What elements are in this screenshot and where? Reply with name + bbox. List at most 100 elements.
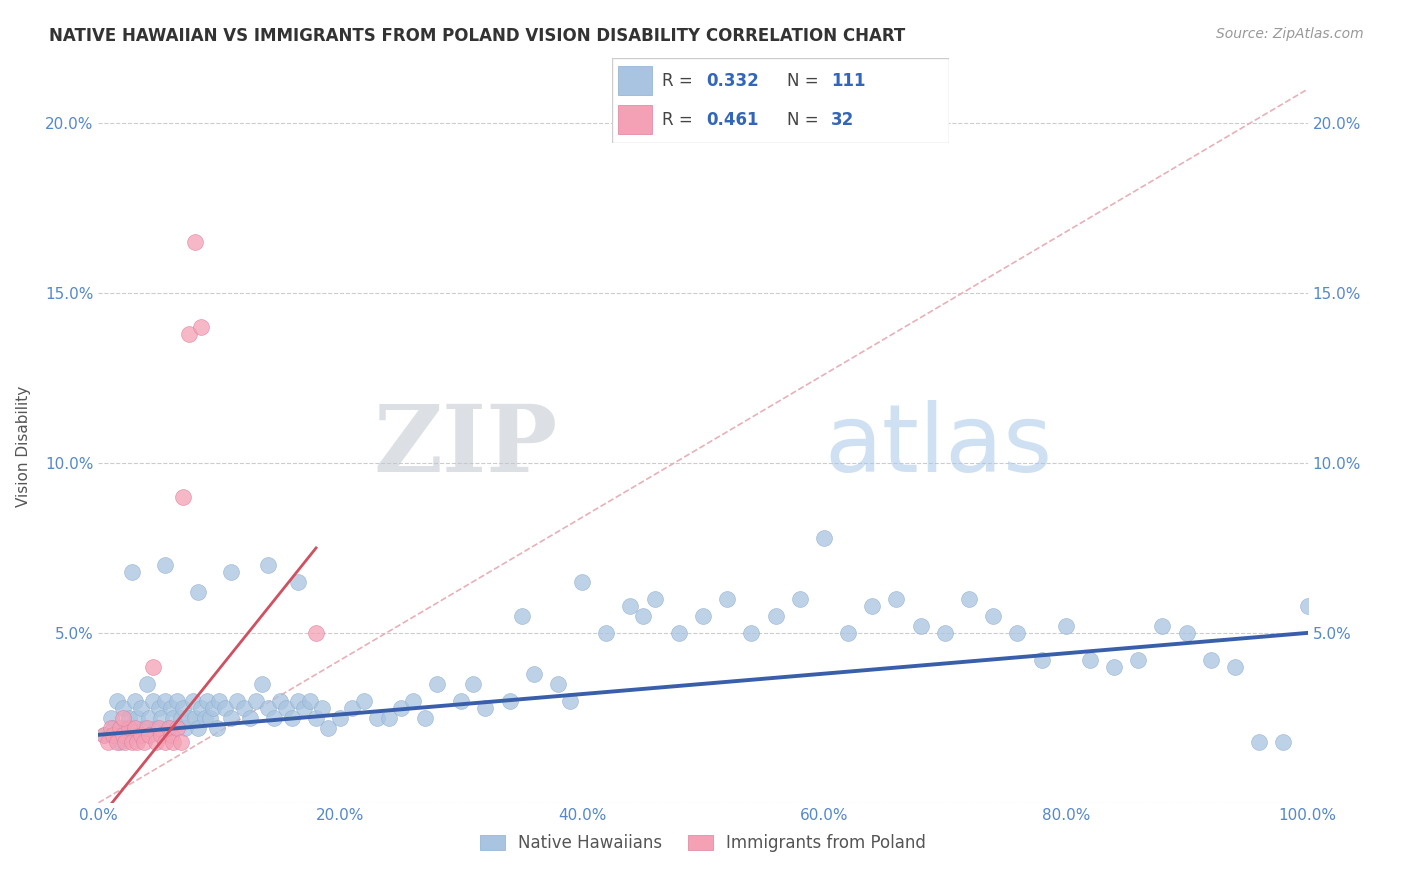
FancyBboxPatch shape bbox=[619, 67, 652, 95]
Point bbox=[166, 694, 188, 708]
Text: Source: ZipAtlas.com: Source: ZipAtlas.com bbox=[1216, 27, 1364, 41]
Point bbox=[208, 694, 231, 708]
Point bbox=[274, 700, 297, 714]
Point bbox=[138, 728, 160, 742]
Text: ZIP: ZIP bbox=[374, 401, 558, 491]
Point bbox=[311, 700, 333, 714]
Point bbox=[153, 694, 176, 708]
Text: R =: R = bbox=[662, 72, 699, 90]
Point bbox=[740, 626, 762, 640]
Point bbox=[166, 721, 188, 735]
Point bbox=[160, 700, 183, 714]
Point bbox=[316, 721, 339, 735]
Point bbox=[145, 734, 167, 748]
Point bbox=[108, 734, 131, 748]
Point bbox=[644, 591, 666, 606]
Point bbox=[169, 734, 191, 748]
Point bbox=[1296, 599, 1319, 613]
Point bbox=[221, 711, 243, 725]
Point bbox=[124, 721, 146, 735]
Point bbox=[145, 721, 167, 735]
Point bbox=[523, 666, 546, 681]
Text: N =: N = bbox=[787, 72, 824, 90]
Point bbox=[402, 694, 425, 708]
Point bbox=[118, 721, 141, 735]
Point bbox=[256, 558, 278, 572]
Point bbox=[837, 626, 859, 640]
Point bbox=[157, 721, 180, 735]
Text: atlas: atlas bbox=[824, 400, 1052, 492]
Point bbox=[179, 711, 201, 725]
Point bbox=[174, 721, 197, 735]
Point bbox=[342, 700, 364, 714]
Point bbox=[150, 728, 173, 742]
Point bbox=[121, 734, 143, 748]
Point bbox=[114, 721, 136, 735]
Point bbox=[1199, 653, 1222, 667]
Point bbox=[187, 585, 209, 599]
Point bbox=[1102, 660, 1125, 674]
Point bbox=[105, 694, 128, 708]
Point bbox=[1078, 653, 1101, 667]
Point bbox=[135, 677, 157, 691]
Point bbox=[886, 591, 908, 606]
Point bbox=[413, 711, 436, 725]
Point bbox=[329, 711, 352, 725]
Point bbox=[366, 711, 388, 725]
Point bbox=[153, 558, 176, 572]
Point bbox=[108, 721, 131, 735]
Point bbox=[269, 694, 291, 708]
Point bbox=[305, 711, 328, 725]
Point bbox=[190, 700, 212, 714]
Point bbox=[389, 700, 412, 714]
Point bbox=[142, 694, 165, 708]
Point bbox=[138, 711, 160, 725]
Point bbox=[232, 700, 254, 714]
Point bbox=[250, 677, 273, 691]
Point bbox=[765, 608, 787, 623]
Point bbox=[194, 711, 217, 725]
Point bbox=[187, 721, 209, 735]
Point bbox=[179, 326, 201, 341]
Point bbox=[498, 694, 520, 708]
Point bbox=[190, 320, 212, 334]
Point bbox=[668, 626, 690, 640]
Text: R =: R = bbox=[662, 111, 699, 128]
Point bbox=[619, 599, 641, 613]
Point bbox=[1249, 734, 1271, 748]
Point bbox=[474, 700, 496, 714]
Point bbox=[142, 660, 165, 674]
Point bbox=[121, 728, 143, 742]
Point bbox=[127, 711, 149, 725]
Point bbox=[148, 700, 170, 714]
Point bbox=[1152, 619, 1174, 633]
Point bbox=[172, 490, 194, 504]
Y-axis label: Vision Disability: Vision Disability bbox=[17, 385, 31, 507]
Point bbox=[595, 626, 617, 640]
Point bbox=[202, 700, 225, 714]
Point bbox=[93, 728, 115, 742]
Point bbox=[353, 694, 375, 708]
Point bbox=[287, 694, 309, 708]
Text: NATIVE HAWAIIAN VS IMMIGRANTS FROM POLAND VISION DISABILITY CORRELATION CHART: NATIVE HAWAIIAN VS IMMIGRANTS FROM POLAN… bbox=[49, 27, 905, 45]
Point bbox=[157, 721, 180, 735]
Point bbox=[100, 711, 122, 725]
Point bbox=[957, 591, 980, 606]
Point bbox=[558, 694, 581, 708]
Point bbox=[426, 677, 449, 691]
Point bbox=[129, 728, 152, 742]
Point bbox=[153, 734, 176, 748]
Point bbox=[860, 599, 883, 613]
Point bbox=[162, 734, 184, 748]
Point bbox=[547, 677, 569, 691]
Point bbox=[169, 711, 191, 725]
Point bbox=[463, 677, 485, 691]
Point bbox=[292, 700, 315, 714]
Point bbox=[239, 711, 262, 725]
Point bbox=[377, 711, 399, 725]
Point bbox=[121, 565, 143, 579]
Text: 0.332: 0.332 bbox=[706, 72, 759, 90]
Point bbox=[150, 711, 173, 725]
Point bbox=[127, 734, 149, 748]
Point bbox=[195, 694, 218, 708]
